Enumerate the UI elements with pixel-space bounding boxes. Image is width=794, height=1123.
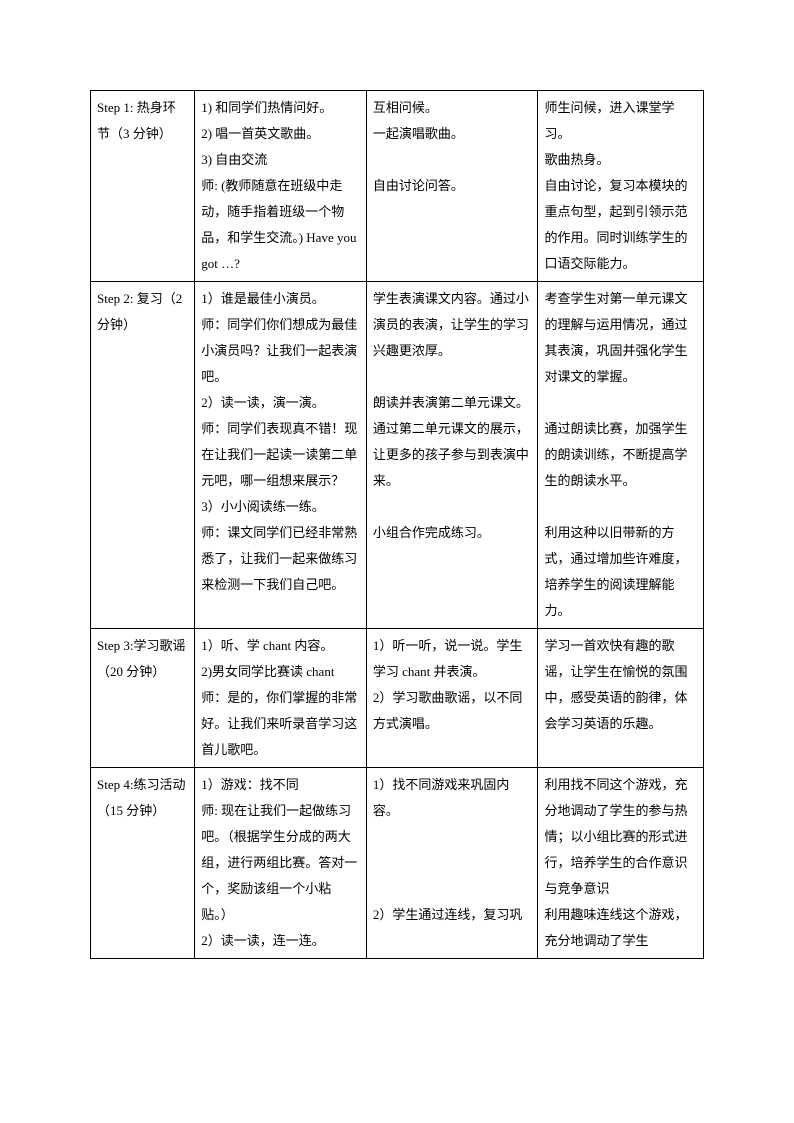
step-cell: Step 4:练习活动（15 分钟） bbox=[91, 768, 195, 959]
intent-cell: 考查学生对第一单元课文的理解与运用情况，通过其表演，巩固并强化学生对课文的掌握。… bbox=[538, 282, 704, 629]
student-cell: 1）听一听，说一说。学生学习 chant 并表演。2）学习歌曲歌谣，以不同方式演… bbox=[366, 629, 538, 768]
teacher-cell: 1) 和同学们热情问好。2) 唱一首英文歌曲。3) 自由交流师: (教师随意在班… bbox=[195, 91, 367, 282]
student-cell: 1）找不同游戏来巩固内容。 2）学生通过连线，复习巩 bbox=[366, 768, 538, 959]
student-cell: 学生表演课文内容。通过小演员的表演，让学生的学习兴趣更浓厚。 朗读并表演第二单元… bbox=[366, 282, 538, 629]
step-cell: Step 1: 热身环节（3 分钟） bbox=[91, 91, 195, 282]
teacher-cell: 1）游戏：找不同师: 现在让我们一起做练习吧。（根据学生分成的两大组，进行两组比… bbox=[195, 768, 367, 959]
step-cell: Step 3:学习歌谣（20 分钟） bbox=[91, 629, 195, 768]
teacher-cell: 1）听、学 chant 内容。2)男女同学比赛读 chant师：是的，你们掌握的… bbox=[195, 629, 367, 768]
student-cell: 互相问候。一起演唱歌曲。 自由讨论问答。 bbox=[366, 91, 538, 282]
intent-cell: 利用找不同这个游戏，充分地调动了学生的参与热情；以小组比赛的形式进行，培养学生的… bbox=[538, 768, 704, 959]
table-row: Step 2: 复习（2 分钟） 1）谁是最佳小演员。师：同学们你们想成为最佳小… bbox=[91, 282, 704, 629]
step-cell: Step 2: 复习（2 分钟） bbox=[91, 282, 195, 629]
table-row: Step 4:练习活动（15 分钟） 1）游戏：找不同师: 现在让我们一起做练习… bbox=[91, 768, 704, 959]
table-body: Step 1: 热身环节（3 分钟） 1) 和同学们热情问好。2) 唱一首英文歌… bbox=[91, 91, 704, 959]
teacher-cell: 1）谁是最佳小演员。师：同学们你们想成为最佳小演员吗？让我们一起表演吧。2）读一… bbox=[195, 282, 367, 629]
lesson-plan-table: Step 1: 热身环节（3 分钟） 1) 和同学们热情问好。2) 唱一首英文歌… bbox=[90, 90, 704, 959]
intent-cell: 师生问候，进入课堂学习。歌曲热身。自由讨论，复习本模块的重点句型，起到引领示范的… bbox=[538, 91, 704, 282]
table-row: Step 3:学习歌谣（20 分钟） 1）听、学 chant 内容。2)男女同学… bbox=[91, 629, 704, 768]
intent-cell: 学习一首欢快有趣的歌谣，让学生在愉悦的氛围中，感受英语的韵律，体会学习英语的乐趣… bbox=[538, 629, 704, 768]
table-row: Step 1: 热身环节（3 分钟） 1) 和同学们热情问好。2) 唱一首英文歌… bbox=[91, 91, 704, 282]
